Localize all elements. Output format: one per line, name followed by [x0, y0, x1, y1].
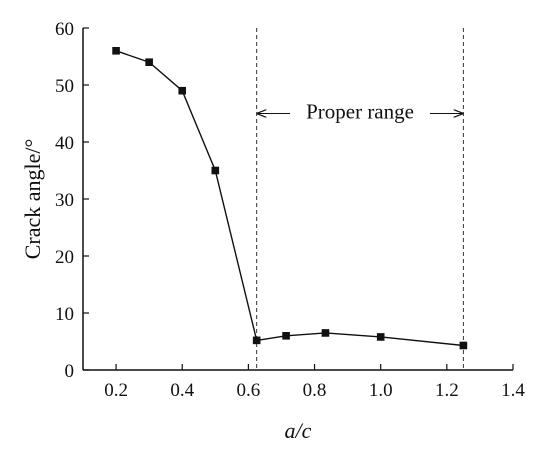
- x-axis-title: a/c: [285, 418, 312, 443]
- series-points: [112, 47, 468, 350]
- x-tick-label: 0.8: [303, 380, 327, 401]
- y-tick-label: 50: [55, 76, 74, 97]
- range-label: Proper range: [306, 99, 414, 123]
- data-point: [321, 329, 330, 337]
- x-tick-label: 0.4: [170, 380, 194, 401]
- y-tick-label: 0: [65, 361, 75, 382]
- data-point: [282, 332, 290, 340]
- x-tick-label: 1.4: [501, 380, 525, 401]
- range-label-background: [290, 100, 431, 127]
- series-line: [115, 50, 464, 347]
- data-point: [112, 47, 120, 55]
- x-tick-label: 0.6: [237, 380, 261, 401]
- data-point: [252, 336, 261, 345]
- y-tick-label: 60: [55, 19, 74, 40]
- y-ticks: 0 10 20 30 40 50 60: [55, 19, 89, 382]
- x-tick-label: 1.2: [435, 380, 459, 401]
- data-point: [145, 58, 153, 66]
- x-tick-label: 1.0: [369, 380, 393, 401]
- data-point: [211, 166, 220, 175]
- x-tick-label: 0.2: [104, 380, 128, 401]
- data-point: [178, 86, 187, 95]
- data-point: [459, 341, 468, 350]
- x-ticks: 0.2 0.4 0.6 0.8 1.0 1.2 1.4: [104, 364, 525, 401]
- y-tick-label: 30: [55, 190, 74, 211]
- y-tick-label: 40: [55, 133, 74, 154]
- y-tick-label: 10: [55, 304, 74, 325]
- data-point: [376, 333, 385, 341]
- y-tick-label: 20: [55, 247, 74, 268]
- y-axis-title: Crack angle/°: [20, 139, 45, 260]
